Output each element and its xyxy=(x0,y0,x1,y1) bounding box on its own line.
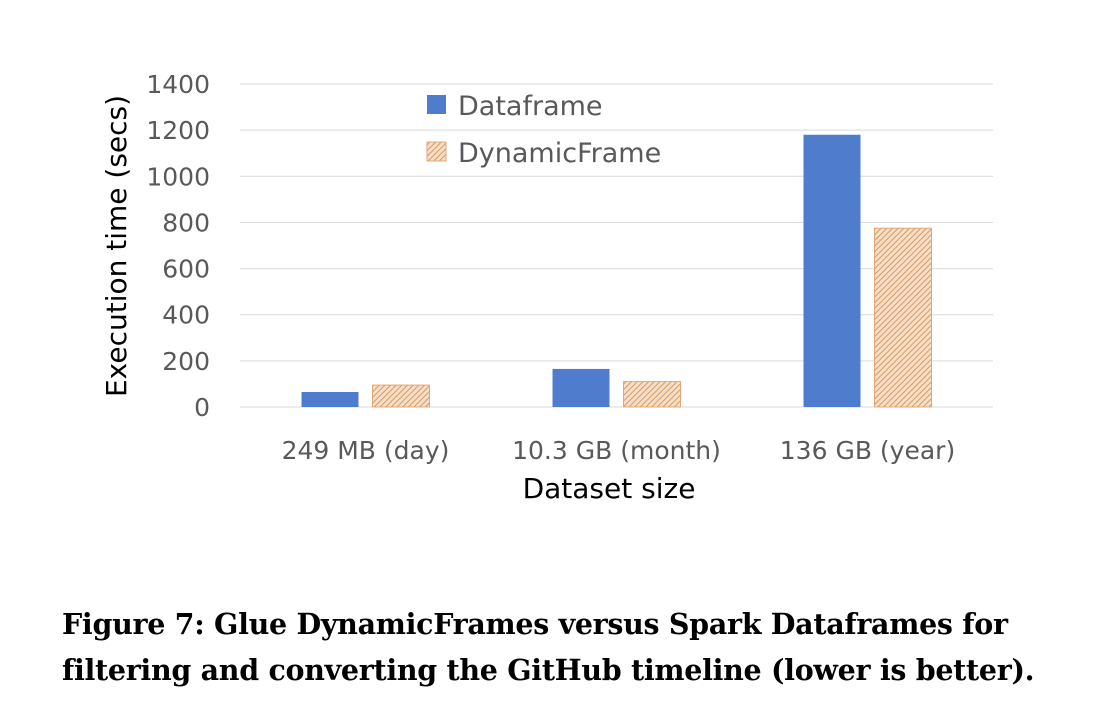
caption-line-2: filtering and converting the GitHub time… xyxy=(62,653,1035,687)
legend-swatch-dataframe xyxy=(427,95,446,114)
y-tick-label: 1000 xyxy=(146,162,210,191)
legend-swatch-dynamicframe xyxy=(426,141,447,162)
legend: Dataframe DynamicFrame xyxy=(426,91,661,169)
figure-caption: Figure 7: Glue DynamicFrames versus Spar… xyxy=(62,601,1062,693)
y-tick-label: 800 xyxy=(162,208,210,237)
caption-line-1: Figure 7: Glue DynamicFrames versus Spar… xyxy=(62,607,1008,641)
y-tick-label: 200 xyxy=(162,347,210,376)
bars xyxy=(301,134,932,408)
y-tick-label: 0 xyxy=(194,393,210,422)
y-tick-label: 1400 xyxy=(146,70,210,99)
y-axis-title: Execution time (secs) xyxy=(100,95,133,397)
y-tick-label: 600 xyxy=(162,255,210,284)
bar-dataframe-1 xyxy=(552,368,610,407)
x-axis-ticks: 249 MB (day) 10.3 GB (month) 136 GB (year) xyxy=(282,436,956,465)
x-axis-title: Dataset size xyxy=(523,472,696,505)
bar-dataframe-2 xyxy=(803,134,861,407)
bar-chart: 0 200 400 600 800 1000 1200 1400 249 MB (day) 10… xyxy=(100,70,993,505)
bar-dynamicframe-1 xyxy=(623,381,681,408)
legend-label-dynamicframe: DynamicFrame xyxy=(458,138,661,169)
bar-dynamicframe-0 xyxy=(372,384,430,408)
x-tick-label: 249 MB (day) xyxy=(282,436,450,465)
x-tick-label: 10.3 GB (month) xyxy=(512,436,721,465)
x-tick-label: 136 GB (year) xyxy=(780,436,955,465)
gridlines xyxy=(240,83,993,408)
bar-dataframe-0 xyxy=(301,392,359,407)
bar-dynamicframe-2 xyxy=(874,227,932,408)
y-tick-label: 1200 xyxy=(146,116,210,145)
y-axis-ticks: 0 200 400 600 800 1000 1200 1400 xyxy=(146,70,210,422)
y-tick-label: 400 xyxy=(162,301,210,330)
legend-label-dataframe: Dataframe xyxy=(458,91,603,122)
